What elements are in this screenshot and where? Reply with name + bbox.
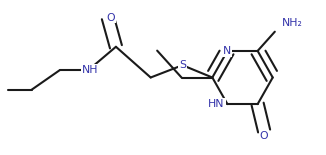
Text: S: S <box>179 60 186 70</box>
Text: O: O <box>107 13 115 23</box>
Text: NH: NH <box>82 65 98 75</box>
Text: NH₂: NH₂ <box>282 18 303 28</box>
Text: O: O <box>260 131 268 141</box>
Text: N: N <box>223 46 231 56</box>
Text: HN: HN <box>208 99 225 109</box>
